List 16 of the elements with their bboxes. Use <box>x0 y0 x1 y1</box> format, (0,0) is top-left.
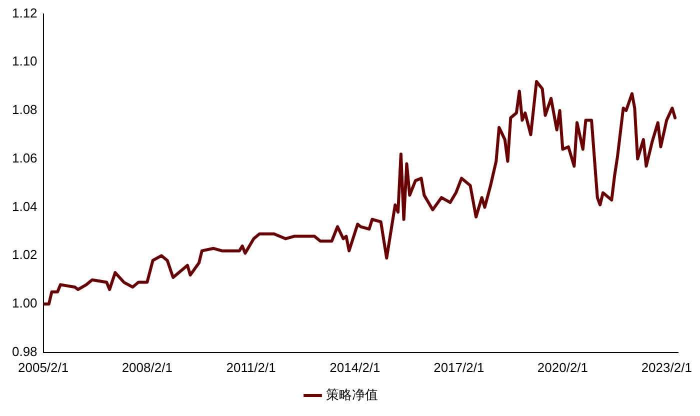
y-tick-label: 1.04 <box>12 198 38 214</box>
y-tick-label: 1.08 <box>12 102 38 118</box>
x-tick-label: 2014/2/1 <box>330 360 380 375</box>
y-tick-label: 1.06 <box>12 150 38 166</box>
x-tick-label: 2023/2/1 <box>641 360 692 375</box>
y-tick-label: 0.98 <box>12 344 38 359</box>
y-tick-label: 1.02 <box>12 247 38 262</box>
legend-label: 策略净值 <box>326 387 378 402</box>
x-tick-label: 2020/2/1 <box>537 360 588 375</box>
y-tick-label: 1.00 <box>12 296 38 311</box>
x-tick-label: 2011/2/1 <box>226 360 276 375</box>
x-tick-label: 2008/2/1 <box>122 360 172 375</box>
y-tick-label: 1.10 <box>12 54 38 69</box>
y-tick-label: 1.12 <box>12 5 38 20</box>
x-tick-label: 2005/2/1 <box>18 360 69 375</box>
x-tick-label: 2017/2/1 <box>434 360 484 375</box>
